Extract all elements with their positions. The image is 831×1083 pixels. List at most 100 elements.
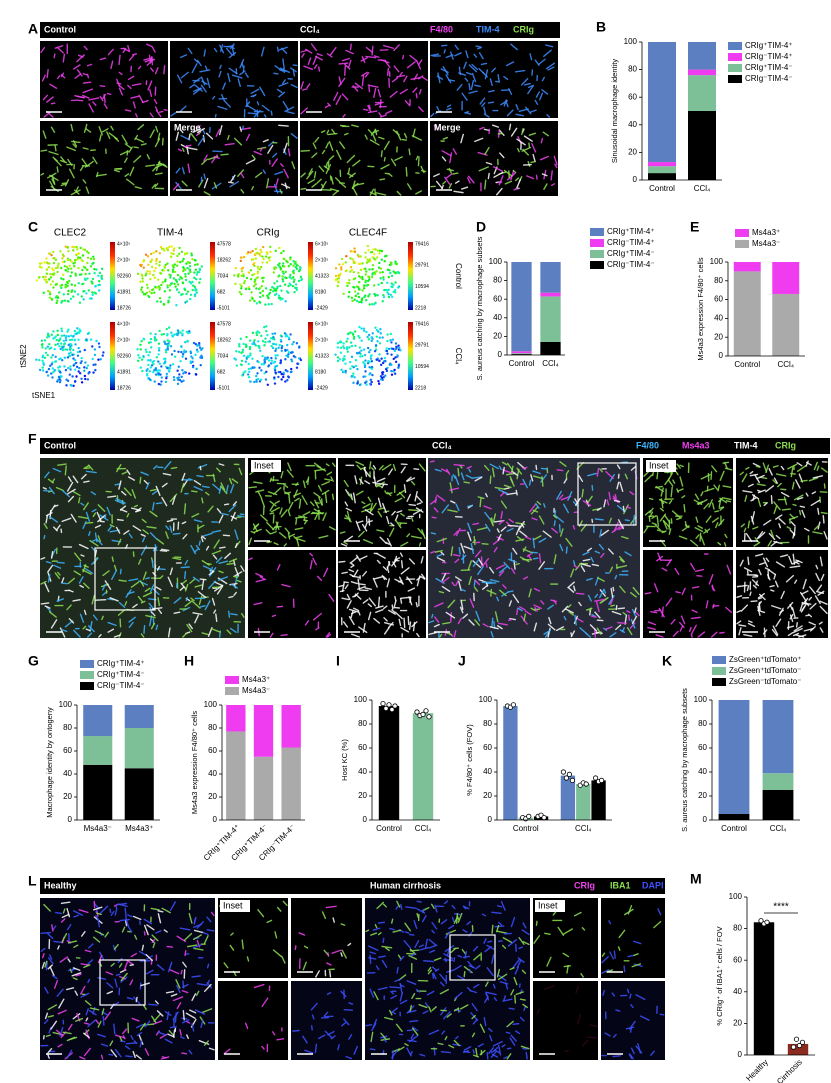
tsne-point <box>76 247 79 251</box>
cell <box>406 980 417 985</box>
tsne-point <box>140 339 143 343</box>
tsne-point <box>248 287 251 291</box>
cell <box>487 940 493 943</box>
cell <box>289 67 297 73</box>
tsne-point <box>381 373 384 376</box>
cell <box>46 69 49 79</box>
cell <box>327 1030 335 1036</box>
tsne-point <box>50 356 53 359</box>
cell <box>99 514 109 521</box>
tsne-point <box>353 298 356 301</box>
cell <box>755 553 764 557</box>
channel-label: DAPI <box>642 880 664 890</box>
cell <box>153 1013 161 1022</box>
tsne-point <box>383 288 386 292</box>
cell <box>120 490 127 496</box>
cell <box>282 900 288 907</box>
cell <box>352 159 361 167</box>
axis-label: tSNE2 <box>19 344 28 368</box>
cell <box>385 947 390 952</box>
tsne-point <box>171 268 175 271</box>
cell <box>179 105 187 112</box>
cell <box>812 531 823 535</box>
tsne-point <box>241 348 245 352</box>
y-tick-label: 20 <box>493 332 502 341</box>
cell <box>186 1034 189 1039</box>
cell <box>106 598 114 601</box>
tsne-point <box>340 257 344 261</box>
tsne-point <box>364 273 367 276</box>
tsne-point <box>348 290 351 294</box>
cell <box>522 922 527 929</box>
bar-segment <box>648 162 676 167</box>
tsne-point <box>83 290 86 293</box>
cell <box>275 521 280 531</box>
legend-label: Ms4a3⁺ <box>752 228 780 237</box>
tsne-point <box>255 287 258 290</box>
tsne-point <box>86 277 89 280</box>
tsne-point <box>274 357 277 360</box>
cell <box>92 156 98 165</box>
cell <box>474 137 484 143</box>
cell <box>463 545 474 551</box>
cell <box>164 1010 172 1017</box>
tsne-point <box>275 364 279 368</box>
cell <box>169 901 177 912</box>
tsne-point <box>66 246 70 249</box>
cell <box>488 1047 495 1054</box>
cell <box>545 62 556 70</box>
cell <box>208 1047 215 1051</box>
tsne-point <box>49 283 53 286</box>
cell <box>215 556 223 564</box>
y-tick-label: 100 <box>204 700 218 709</box>
legend-label: CRIg⁻TIM-4⁺ <box>745 52 793 61</box>
cell <box>139 1022 146 1031</box>
bar-segment <box>772 262 800 294</box>
cell <box>159 575 164 579</box>
cell <box>446 632 453 636</box>
cell <box>668 499 673 505</box>
cell <box>279 67 290 74</box>
tsne-point <box>201 347 204 350</box>
cell <box>52 925 57 931</box>
micrograph <box>338 458 426 547</box>
cell <box>524 610 532 616</box>
cell <box>66 488 76 495</box>
cell <box>738 627 742 636</box>
cell <box>303 65 314 71</box>
cell <box>775 534 781 540</box>
cell <box>622 505 625 513</box>
tsne-point <box>46 336 49 339</box>
tsne-point <box>376 294 379 297</box>
cell <box>73 140 78 147</box>
cell <box>781 508 791 511</box>
cell <box>538 553 542 564</box>
cell <box>151 934 159 942</box>
tsne-point <box>59 342 63 345</box>
cell <box>283 168 289 179</box>
cell <box>276 88 283 94</box>
tsne-point <box>158 369 162 372</box>
cell <box>240 565 245 572</box>
cell <box>100 1043 109 1047</box>
tsne-point <box>57 369 60 372</box>
cell <box>304 1049 314 1054</box>
tsne-point <box>354 344 357 347</box>
cell <box>509 617 516 621</box>
bar-segment <box>540 292 561 297</box>
tsne-point <box>353 250 357 253</box>
cell <box>266 521 275 531</box>
cell <box>151 1015 157 1024</box>
cell <box>416 575 421 587</box>
cell <box>241 939 244 950</box>
cell <box>578 601 582 607</box>
cell <box>769 585 775 588</box>
tsne-point <box>83 277 87 281</box>
tsne-point <box>341 359 345 362</box>
cell <box>408 509 419 512</box>
cell <box>235 573 239 584</box>
tsne-point <box>64 269 67 272</box>
cell <box>582 500 592 507</box>
inset-tag <box>535 900 565 912</box>
tsne-point <box>367 249 370 252</box>
